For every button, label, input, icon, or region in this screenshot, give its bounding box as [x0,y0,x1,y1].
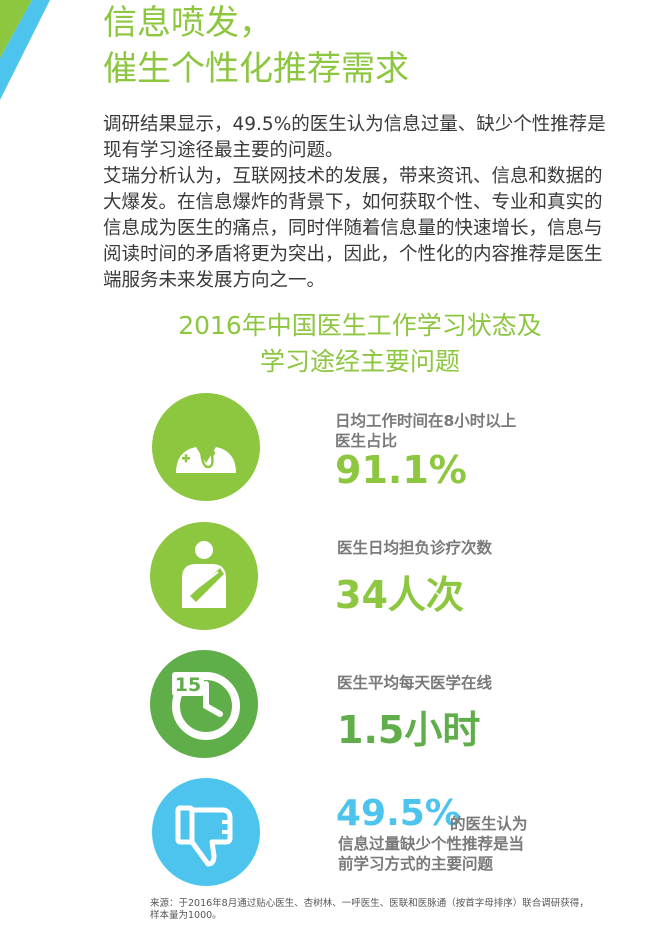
stat-desc-line: 信息过量缺少个性推荐是当 [338,835,525,853]
stat-value-visits: 34人次 [335,573,464,617]
section-title-line1: 2016年中国医生工作学习状态及 [178,311,542,340]
stat-value-work-hours: 91.1% [335,448,467,492]
headline-line2: 催生个性化推荐需求 [103,49,409,89]
intro-paragraph-2: 艾瑞分析认为，互联网技术的发展，带来资讯、信息和数据的大爆发。在信息爆炸的背景下… [103,166,603,291]
stat-value-overload: 49.5% [336,793,461,834]
stat-label-line: 医生日均担负诊疗次数 [337,539,493,557]
doctor-icon [152,393,260,501]
stat-label-visits: 医生日均担负诊疗次数 [337,538,492,558]
intro-paragraph-1: 调研结果显示，49.5%的医生认为信息过量、缺少个性推荐是现有学习途径最主要的问… [103,114,606,161]
stat-label-line: 医生占比 [335,432,398,450]
stat-label-line: 医生平均每天医学在线 [337,674,493,692]
section-title: 2016年中国医生工作学习状态及 学习途经主要问题 [120,308,600,380]
headline: 信息喷发， 催生个性化推荐需求 [103,0,409,92]
thumbs-down-icon [152,778,260,886]
stat-label-work-hours: 日均工作时间在8小时以上 医生占比 [335,411,516,451]
stat-value-online-time: 1.5小时 [337,708,481,752]
timer-text: 15 [175,674,201,696]
stat-label-online-time: 医生平均每天医学在线 [337,673,492,693]
section-title-line2: 学习途经主要问题 [259,347,460,376]
injured-patient-icon [150,522,258,630]
source-note: 来源：于2016年8月通过贴心医生、杏树林、一呼医生、医联和医脉通（按首字母排序… [150,898,589,921]
headline-line1: 信息喷发， [103,3,273,43]
stat-value-suffix: 的医生认为 [450,815,528,833]
stat-desc-line: 前学习方式的主要问题 [338,855,494,873]
stat-label-line: 日均工作时间在8小时以上 [335,412,517,430]
intro-text: 调研结果显示，49.5%的医生认为信息过量、缺少个性推荐是现有学习途径最主要的问… [103,112,613,294]
stat-desc-overload: 信息过量缺少个性推荐是当 前学习方式的主要问题 [338,834,524,874]
corner-decoration [0,0,50,100]
timer-15-icon: 15 [150,650,258,758]
